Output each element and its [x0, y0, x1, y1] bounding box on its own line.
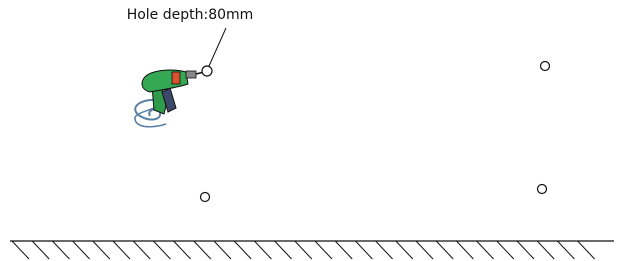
hatch-line — [113, 241, 130, 259]
hatch-line — [93, 241, 110, 259]
hatch-line — [52, 241, 69, 259]
hatch-line — [194, 241, 211, 259]
hatch-line — [517, 241, 534, 259]
hatch-line — [12, 241, 29, 259]
hatch-line — [396, 241, 413, 259]
hatch-line — [537, 241, 554, 259]
hole — [202, 66, 212, 76]
hatch-line — [497, 241, 514, 259]
diagram: Hole depth:80mm — [0, 0, 621, 261]
hatch-line — [214, 241, 231, 259]
hatch-line — [477, 241, 494, 259]
hatch-line — [578, 241, 595, 259]
hatch-line — [335, 241, 352, 259]
page: {"annotation": "Hole depth:80mm"} Hole d… — [0, 0, 621, 261]
hatch-line — [73, 241, 90, 259]
hatch-line — [275, 241, 292, 259]
hatch-line — [376, 241, 393, 259]
drill-chuck — [186, 71, 196, 78]
hatch-line — [416, 241, 433, 259]
leader-line — [209, 28, 226, 66]
hatch-line — [456, 241, 473, 259]
drill-switch — [172, 72, 180, 84]
hatch-line — [32, 241, 49, 259]
hatch-line — [315, 241, 332, 259]
hatch-line — [254, 241, 271, 259]
hatch-line — [234, 241, 251, 259]
ground-hatching — [12, 241, 595, 259]
hatch-line — [355, 241, 372, 259]
annotation: Hole depth:80mm — [127, 7, 254, 23]
hole — [541, 62, 550, 71]
hole — [201, 193, 210, 202]
drill-body — [142, 70, 188, 92]
hatch-line — [295, 241, 312, 259]
hatch-line — [133, 241, 150, 259]
hatch-line — [557, 241, 574, 259]
hatch-line — [436, 241, 453, 259]
hole — [538, 185, 547, 194]
hatch-line — [174, 241, 191, 259]
hatch-line — [153, 241, 170, 259]
drill — [135, 70, 204, 127]
